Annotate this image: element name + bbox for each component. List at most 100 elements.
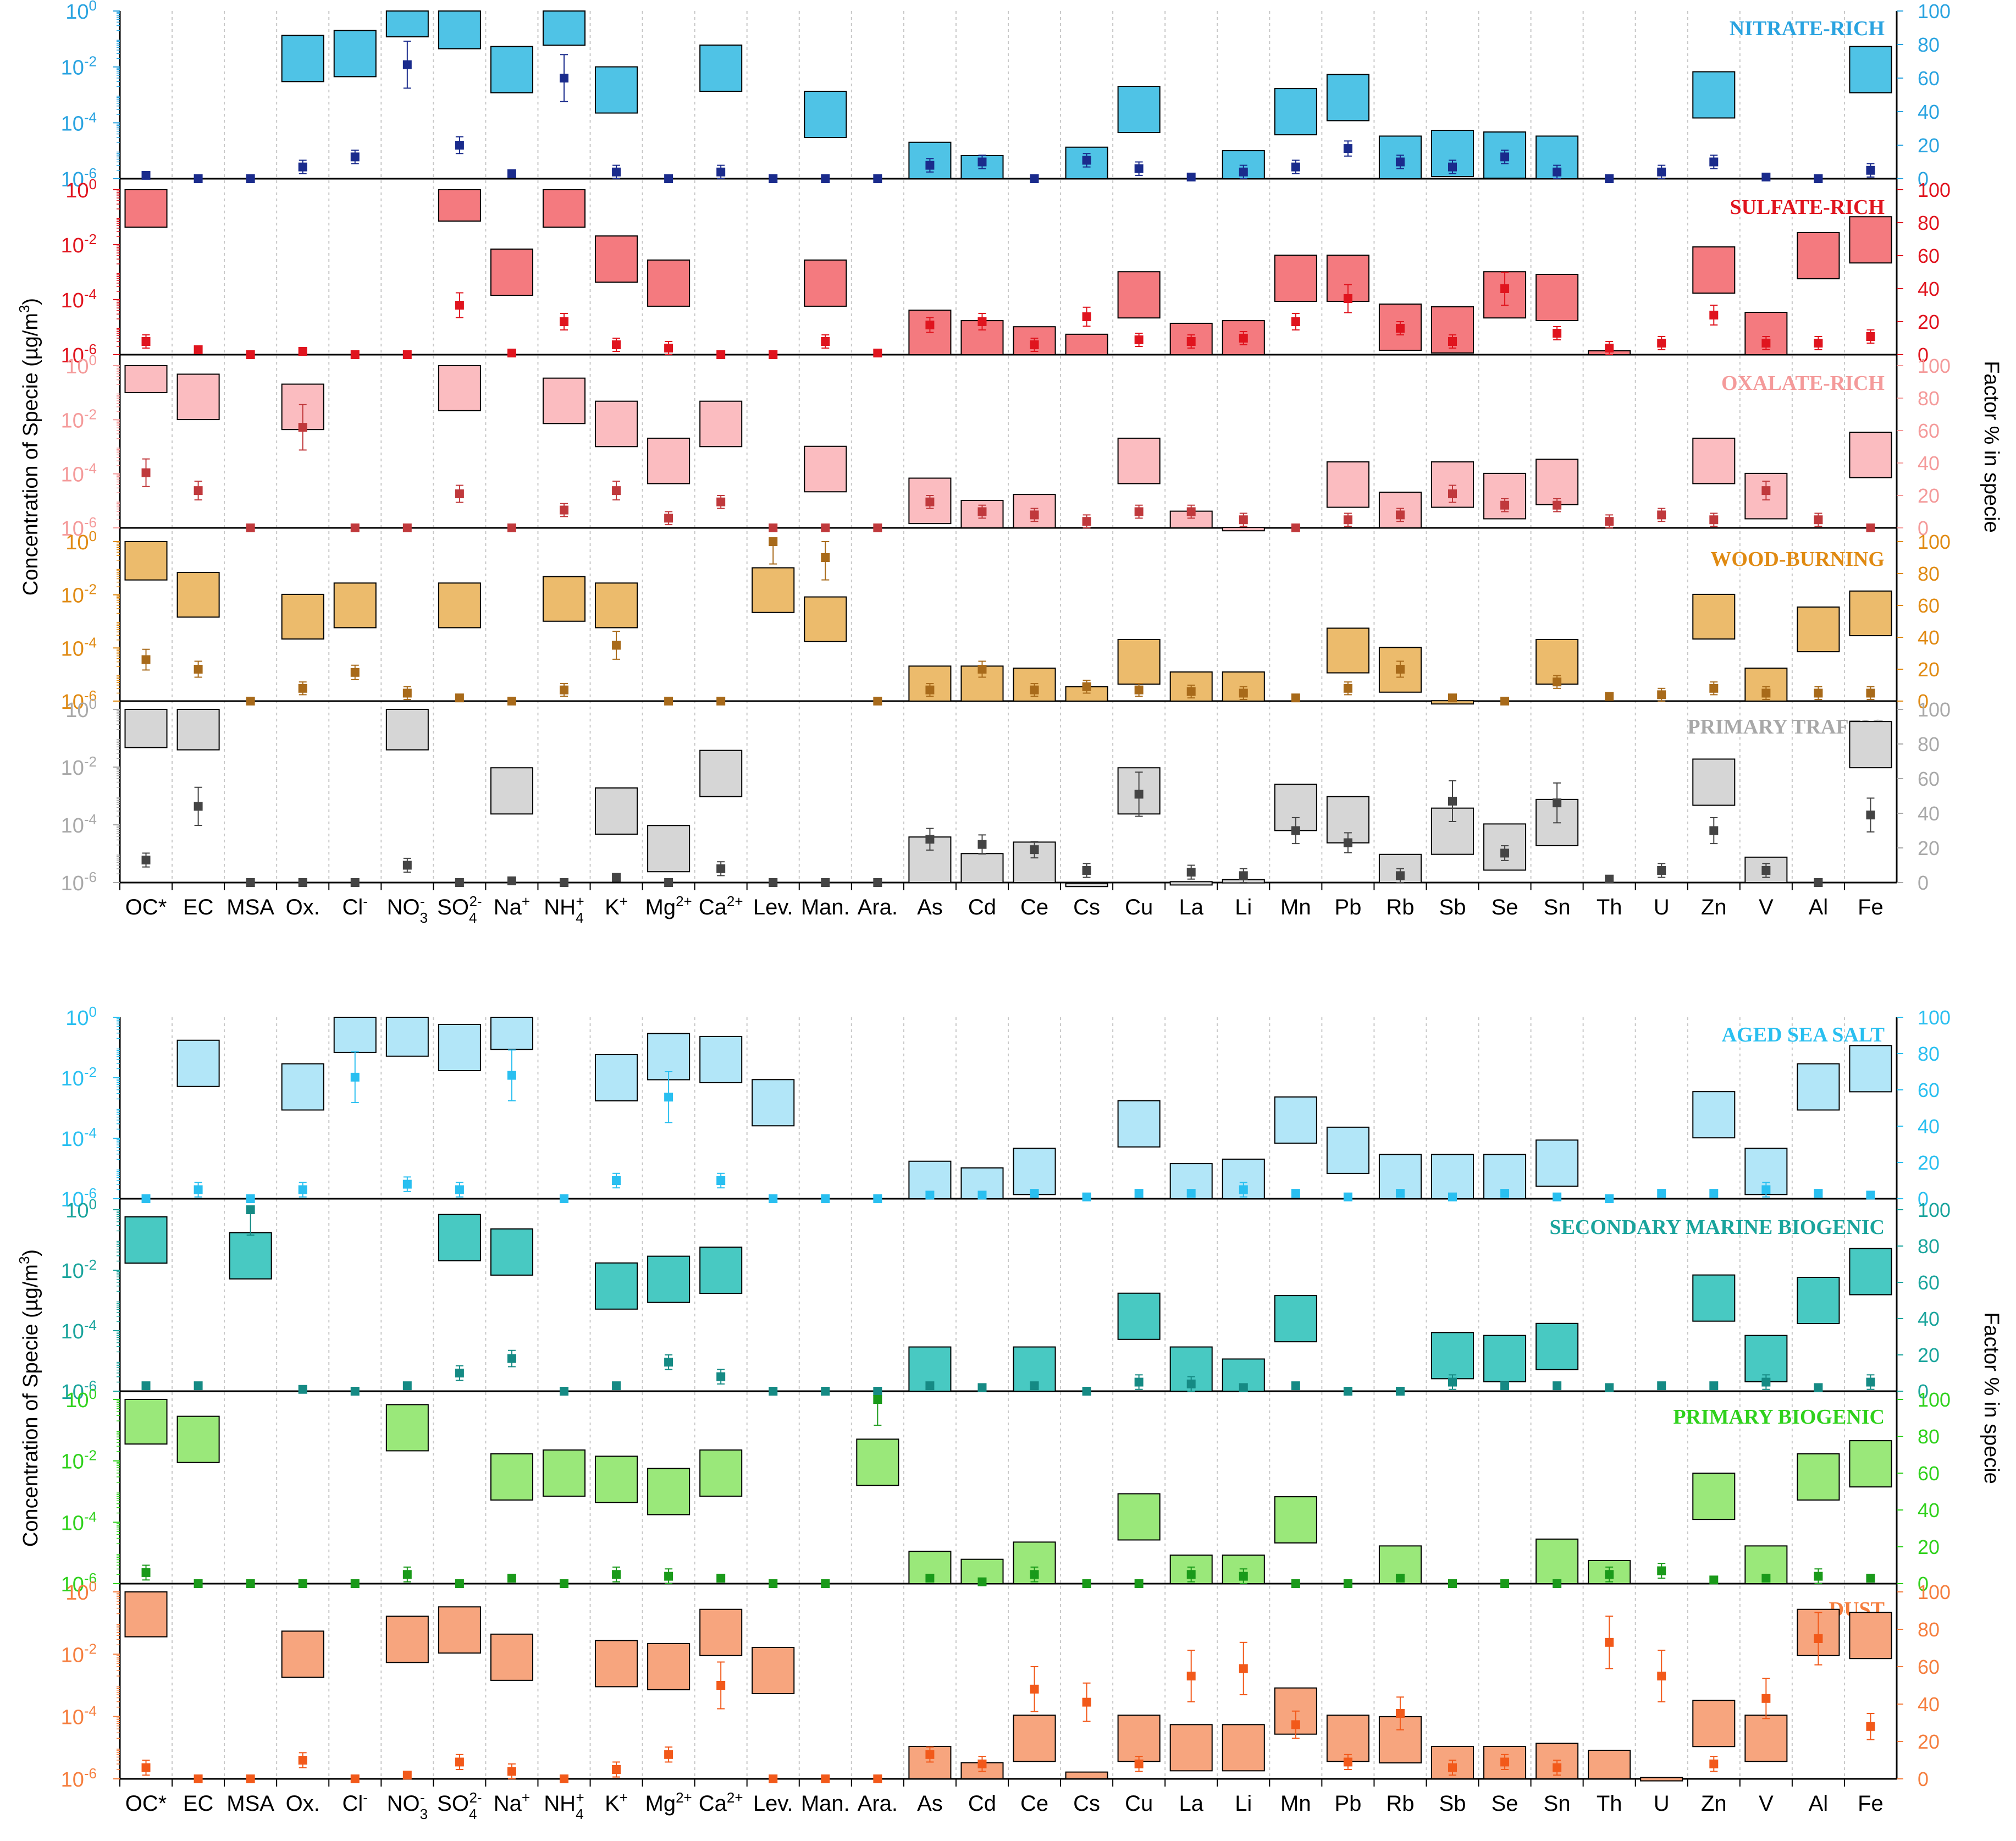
category-label-base: Pb [1334, 1792, 1361, 1816]
category-label-base: Lev. [753, 895, 793, 919]
conc-bar-U [1640, 1777, 1683, 1782]
pct-marker-Fe [1866, 1190, 1875, 1200]
category-label-base: SO [437, 1792, 469, 1816]
pct-marker-Ca2+ [716, 167, 726, 177]
pct-marker-Man. [821, 1774, 830, 1783]
pct-marker-Cs [1082, 517, 1091, 526]
y-axis-left-title-1: Concentration of Specie (µg/m3) [16, 1249, 42, 1547]
pct-marker-Lev. [769, 1579, 778, 1588]
right-tick-label: 80 [1918, 1235, 1940, 1258]
pct-marker-MSA [246, 878, 255, 887]
category-label-21: Li [1235, 1792, 1252, 1816]
pct-marker-Cl- [350, 1579, 360, 1588]
pct-marker-Cl- [350, 878, 360, 887]
pct-marker-Man. [821, 337, 830, 346]
conc-bar-Fe [1849, 432, 1892, 478]
pct-marker-U [1657, 1189, 1666, 1198]
right-tick-label: 20 [1918, 311, 1940, 333]
pct-marker-OC* [141, 337, 151, 346]
pct-marker-Pb [1343, 838, 1352, 847]
left-tick-base: 10 [65, 699, 89, 722]
pct-marker-V [1761, 339, 1771, 348]
pct-marker-NH4+ [560, 1579, 568, 1588]
pct-marker-Se [1500, 1579, 1510, 1588]
pct-marker-EC [194, 802, 203, 811]
pct-marker-Na+ [507, 523, 516, 532]
category-label-30: Zn [1701, 895, 1727, 919]
factor-title: AGED SEA SALT [1722, 1023, 1885, 1046]
conc-bar-OC* [124, 541, 168, 581]
pct-marker-Pb [1343, 1387, 1352, 1396]
pct-marker-Na+ [507, 1767, 516, 1776]
pct-marker-Ara. [873, 523, 882, 532]
category-label-base: NO [387, 895, 420, 919]
left-tick-exp: 0 [89, 696, 97, 712]
pct-marker-OC* [141, 170, 151, 180]
pct-marker-Zn [1709, 1759, 1719, 1768]
category-label-28: Th [1597, 1792, 1622, 1816]
conc-bar-OC* [124, 709, 168, 748]
y-axis-left-title-0: Concentration of Specie (µg/m3) [16, 298, 42, 596]
pct-marker-EC [194, 345, 203, 354]
pct-marker-Th [1605, 344, 1614, 352]
pct-marker-NO3- [402, 861, 412, 870]
conc-bar-OC* [124, 1216, 168, 1264]
pct-marker-Cd [977, 1383, 987, 1392]
category-label-base: Ox. [286, 1792, 320, 1816]
factor-title: WOOD-BURNING [1710, 548, 1885, 571]
category-label-base: La [1179, 895, 1203, 919]
pct-marker-Zn [1709, 1189, 1719, 1198]
left-tick-label: 100 [65, 1386, 97, 1412]
category-label-sup: 2+ [676, 893, 692, 910]
conc-bar-Sn [1536, 274, 1579, 322]
pct-marker-Al [1814, 339, 1823, 348]
right-tick-label: 60 [1918, 1462, 1940, 1485]
category-label-0: OC* [125, 1792, 167, 1816]
category-label-base: Cl [343, 895, 363, 919]
pct-marker-Mg2+ [664, 1358, 673, 1367]
category-label-sup: - [363, 1789, 368, 1806]
pct-marker-Mg2+ [664, 1093, 673, 1102]
pct-marker-Se [1500, 1381, 1510, 1391]
conc-bar-Na+ [490, 767, 533, 815]
pct-marker-Cl- [350, 350, 360, 359]
category-label-2: MSA [227, 895, 274, 919]
right-tick-label: 80 [1918, 563, 1940, 585]
conc-bar-V [1744, 1335, 1788, 1382]
pct-marker-Sb [1448, 337, 1457, 346]
pct-marker-MSA [246, 174, 255, 183]
conc-bar-Na+ [490, 46, 533, 93]
pct-marker-Mg2+ [664, 697, 673, 705]
conc-bar-Cs [1065, 1771, 1108, 1780]
category-label-6: SO42- [437, 893, 482, 926]
left-tick-base: 10 [61, 112, 84, 135]
pct-marker-Mg2+ [664, 1572, 673, 1581]
pct-marker-Ce [1030, 510, 1039, 520]
category-label-sup: - [420, 1789, 425, 1806]
conc-bar-OC* [124, 189, 168, 228]
pct-marker-SO42- [455, 878, 464, 887]
left-tick-base: 10 [61, 344, 84, 367]
left-tick-label: 10-2 [61, 406, 97, 432]
category-label-sub: 4 [576, 1806, 583, 1822]
conc-bar-NH4+ [542, 189, 586, 228]
pct-marker-Cu [1134, 1579, 1144, 1588]
left-tick-label: 10-4 [61, 286, 97, 312]
right-tick-label: 60 [1918, 1079, 1940, 1101]
pct-marker-Fe [1866, 688, 1875, 698]
category-label-9: K+ [605, 893, 628, 919]
pct-marker-Sn [1553, 167, 1562, 177]
category-label-29: U [1654, 1792, 1670, 1816]
category-label-base: Ce [1020, 1792, 1048, 1816]
left-tick-exp: -2 [84, 1256, 97, 1273]
left-tick-exp: -4 [84, 109, 97, 125]
category-label-27: Sn [1544, 1792, 1571, 1816]
left-tick-exp: -2 [84, 231, 97, 247]
y-axis-left-title-sup: 3 [16, 305, 32, 313]
pct-marker-Sn [1553, 1579, 1562, 1588]
conc-bar-MSA [229, 1232, 272, 1280]
right-tick-label: 60 [1918, 245, 1940, 267]
pct-marker-U [1657, 1672, 1666, 1680]
